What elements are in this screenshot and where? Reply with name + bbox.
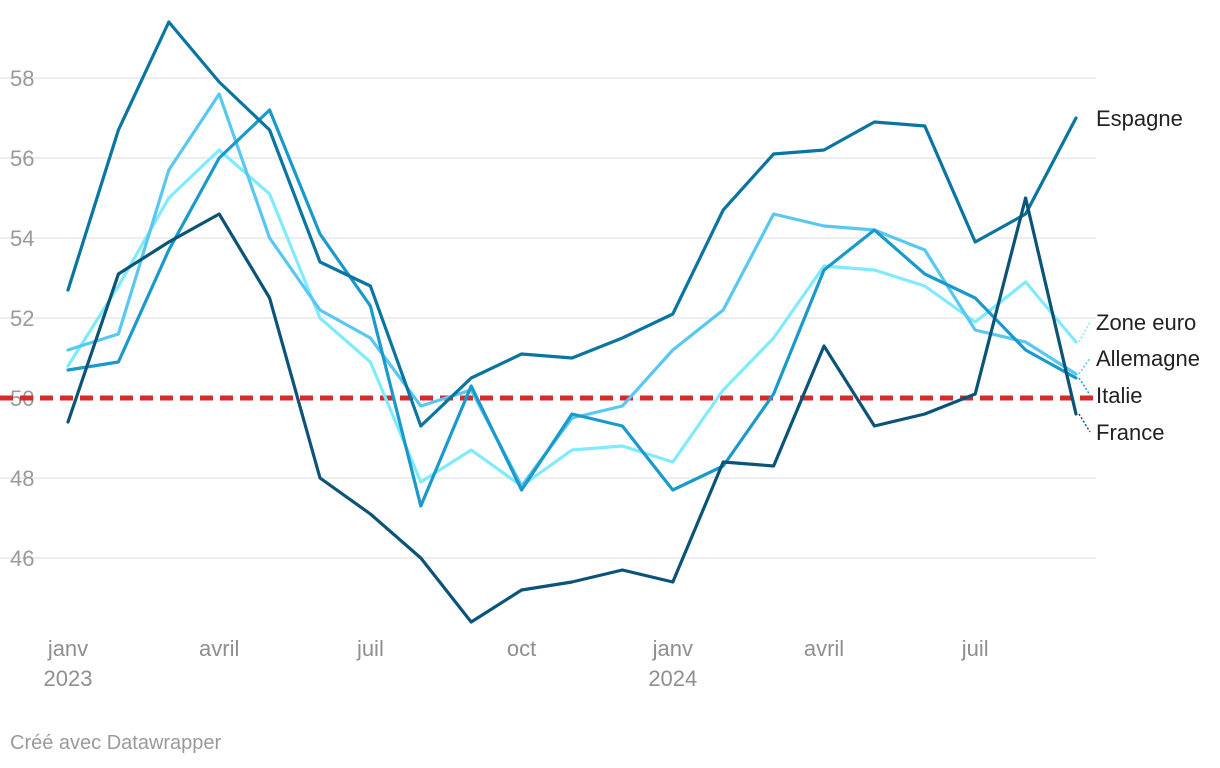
y-tick-label-54: 54 — [10, 226, 34, 251]
y-tick-label-52: 52 — [10, 306, 34, 331]
x-tick-year-2024: 2024 — [648, 666, 697, 691]
leader-line-france — [1078, 413, 1091, 433]
x-axis-ticks: janv 2023 avril juil oct janv 2024 avril juil — [44, 636, 989, 691]
x-tick-label-2023-10: oct — [507, 636, 536, 661]
x-tick-label-2024-01: janv — [652, 636, 693, 661]
series-labels: Espagne Zone euro Allemagne Italie France — [1078, 106, 1200, 445]
x-tick-label-2023-04: avril — [199, 636, 239, 661]
x-tick-label-2024-07: juil — [961, 636, 989, 661]
y-tick-label-56: 56 — [10, 146, 34, 171]
leader-line-italie — [1078, 377, 1091, 396]
series-line-allemagne — [66, 92, 1078, 488]
series-label-france: France — [1096, 420, 1164, 445]
x-tick-label-2023-07: juil — [356, 636, 384, 661]
x-tick-label-2023-01: janv — [47, 636, 88, 661]
leader-line-zone-euro — [1078, 321, 1091, 343]
y-tick-label-46: 46 — [10, 546, 34, 571]
series-label-italie: Italie — [1096, 383, 1142, 408]
series-line-espagne — [66, 20, 1078, 428]
series-label-espagne: Espagne — [1096, 106, 1183, 131]
leader-line-allemagne — [1078, 357, 1091, 375]
series-lines — [66, 20, 1078, 624]
x-tick-year-2023: 2023 — [44, 666, 93, 691]
series-label-zone-euro: Zone euro — [1096, 310, 1196, 335]
credit-text: Créé avec Datawrapper — [10, 732, 222, 754]
series-line-italie — [66, 108, 1078, 508]
series-line-zone-euro — [66, 148, 1078, 488]
gridlines — [0, 77, 1096, 559]
y-tick-label-48: 48 — [10, 466, 34, 491]
series-line-france — [66, 196, 1078, 624]
y-tick-label-58: 58 — [10, 66, 34, 91]
x-tick-label-2024-04: avril — [804, 636, 844, 661]
series-label-allemagne: Allemagne — [1096, 346, 1200, 371]
